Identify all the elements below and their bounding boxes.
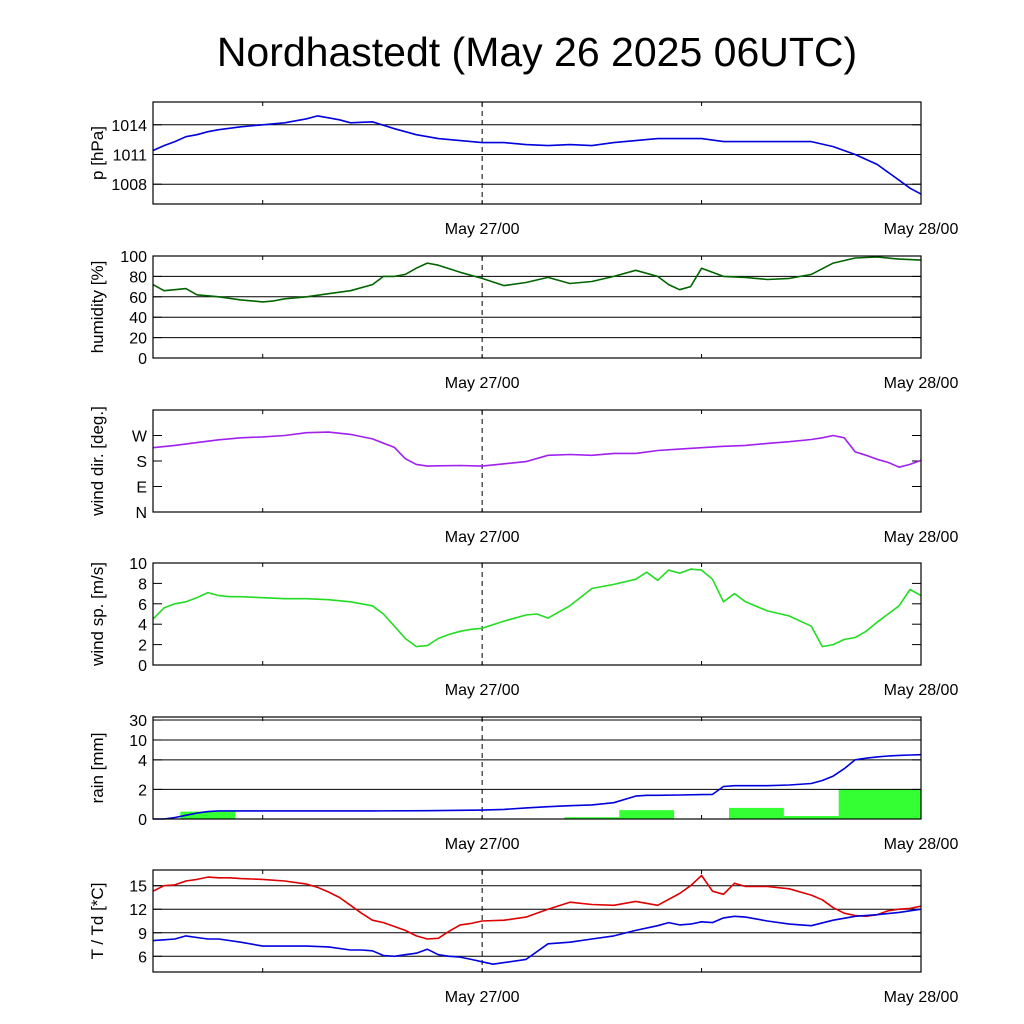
y-tick-label: 1008: [111, 177, 147, 194]
series-line-accumulated: [153, 753, 922, 820]
panel-temperature: 6 9 12 15 May 27/00 May 28/00 T / Td [*C]: [88, 869, 959, 1006]
y-tick-label: 6: [138, 949, 147, 966]
x-tick-label: May 28/00: [884, 529, 959, 546]
series-line-pressure: [152, 115, 922, 195]
x-tick-label: May 27/00: [445, 836, 520, 853]
y-tick-label: 2: [138, 638, 147, 655]
y-axis-label: humidity [%]: [88, 261, 107, 354]
panel-pressure: 1008 1011 1014 May 27/00 May 28/00 p [hPa]: [88, 101, 959, 238]
y-tick-label: 10: [129, 556, 147, 573]
y-tick-label: 80: [129, 269, 147, 286]
y-tick-label: 9: [138, 926, 147, 943]
y-tick-label: 12: [129, 902, 147, 919]
x-tick-label: May 28/00: [884, 989, 959, 1006]
x-tick-label: May 27/00: [445, 682, 520, 699]
y-axis-label: wind sp. [m/s]: [88, 562, 107, 667]
panel-frame: [152, 255, 922, 359]
y-axis-label: wind dir. [deg.]: [88, 406, 107, 517]
x-tick-label: May 28/00: [884, 682, 959, 699]
x-tick-label: May 27/00: [445, 375, 520, 392]
x-tick-label: May 28/00: [884, 836, 959, 853]
rain-bar-2: [564, 817, 620, 819]
series-line-humidity: [152, 256, 922, 303]
y-tick-label: 6: [138, 597, 147, 614]
y-tick-label: 60: [129, 290, 147, 307]
rain-bar-0: [180, 811, 236, 819]
y-tick-label: S: [136, 454, 147, 471]
panel-frame: [152, 562, 922, 666]
rain-bar-4: [729, 807, 784, 819]
panel-frame: [152, 409, 922, 513]
y-tick-label: 1014: [111, 118, 147, 135]
rain-bar-5: [783, 816, 839, 819]
panel-frame: [152, 101, 922, 205]
panel-rain: 0 2 4 10 30 May 27/00 May 28/00 rain [mm]: [88, 713, 958, 853]
x-tick-label: May 28/00: [884, 375, 959, 392]
y-tick-label: 2: [138, 782, 147, 799]
y-axis-label: p [hPa]: [88, 126, 107, 180]
y-tick-label: 100: [120, 249, 147, 266]
y-tick-label: N: [135, 505, 147, 522]
y-axis-label: rain [mm]: [88, 733, 107, 804]
y-tick-label: 10: [129, 733, 147, 750]
rain-bar-3: [619, 810, 675, 819]
x-tick-label: May 27/00: [445, 529, 520, 546]
y-tick-label: 0: [138, 658, 147, 675]
series-line-wind-speed: [152, 568, 922, 648]
x-tick-label: May 27/00: [445, 221, 520, 238]
y-tick-label: 0: [138, 812, 147, 829]
y-tick-label: 8: [138, 576, 147, 593]
y-tick-label: 1011: [113, 147, 148, 164]
x-tick-label: May 28/00: [884, 221, 959, 238]
series-line-td: [152, 908, 922, 966]
y-tick-label: 30: [129, 713, 147, 730]
panel-wind-speed: 0 2 4 6 8 10 May 27/00 May 28/00 wind sp. [m/s]: [88, 556, 958, 699]
y-tick-label: 20: [129, 331, 147, 348]
y-tick-label: 15: [129, 879, 147, 896]
panel-frame: [152, 716, 922, 820]
panel-frame: [152, 869, 922, 973]
y-tick-label: 40: [129, 310, 147, 327]
chart-title: Nordhastedt (May 26 2025 06UTC): [217, 29, 857, 75]
y-tick-label: 0: [138, 351, 147, 368]
y-tick-label: W: [132, 429, 148, 446]
x-tick-label: May 27/00: [445, 989, 520, 1006]
y-tick-label: 4: [138, 753, 147, 770]
panel-humidity: 0 20 40 60 80 100 May 27/00 May 28/00 humidity […: [88, 249, 958, 392]
y-tick-label: 4: [138, 617, 147, 634]
series-line-wind-direction: [152, 431, 922, 469]
rain-bar-6: [838, 789, 921, 819]
y-axis-label: T / Td [*C]: [88, 883, 107, 960]
y-tick-label: E: [136, 480, 147, 497]
series-line-t: [152, 874, 922, 940]
